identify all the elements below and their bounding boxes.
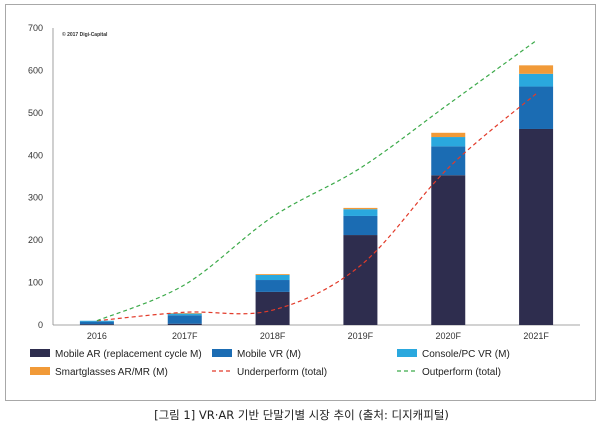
bar-segment (255, 274, 290, 281)
y-tick-label: 400 (28, 150, 43, 160)
y-tick-label: 500 (28, 108, 43, 118)
copyright-annotation: © 2017 Digi-Capital (62, 31, 108, 38)
bar-segment (343, 215, 378, 236)
x-tick-label: 2017F (172, 331, 198, 341)
bar-segment (79, 324, 114, 325)
bar-segment (255, 274, 290, 275)
chart-frame (5, 4, 596, 401)
legend-label: Underperform (total) (237, 367, 327, 378)
x-tick-label: 2019F (348, 331, 374, 341)
bar-segment (79, 320, 114, 322)
bar-segment (167, 323, 202, 325)
legend-label: Smartglasses AR/MR (M) (55, 367, 168, 378)
bar-segment (167, 313, 202, 316)
bar-segment (255, 280, 290, 292)
bar-segment (431, 146, 466, 176)
y-tick-label: 700 (28, 23, 43, 33)
legend-swatch (212, 349, 232, 357)
bar-segment (519, 65, 554, 74)
outperform-line (96, 40, 537, 322)
y-tick-label: 0 (38, 320, 43, 330)
y-tick-label: 100 (28, 278, 43, 288)
bar-segment (431, 132, 466, 138)
legend-swatch (30, 367, 50, 375)
legend-swatch (397, 349, 417, 357)
bar-segment (79, 321, 114, 325)
legend-label: Console/PC VR (M) (422, 349, 510, 360)
y-tick-label: 200 (28, 235, 43, 245)
bar-segment (167, 315, 202, 324)
x-tick-label: 2021F (523, 331, 549, 341)
legend-label: Outperform (total) (422, 367, 501, 378)
bar-segment (519, 73, 554, 87)
x-tick-label: 2020F (435, 331, 461, 341)
legend-label: Mobile AR (replacement cycle M) (55, 349, 202, 360)
bar-segment (255, 291, 290, 325)
bar-segment (343, 209, 378, 216)
bar-segment (343, 235, 378, 325)
bar-segment (167, 313, 202, 314)
legend-label: Mobile VR (M) (237, 349, 301, 360)
bar-segment (519, 128, 554, 325)
bar-segment (343, 207, 378, 210)
x-tick-label: 2018F (260, 331, 286, 341)
x-tick-label: 2016 (87, 331, 107, 341)
y-tick-label: 600 (28, 65, 43, 75)
bar-segment (431, 137, 466, 147)
underperform-line (96, 93, 537, 322)
bar-segment (519, 86, 554, 129)
legend-swatch (30, 349, 50, 357)
figure-caption: [그림 1] VR·AR 기반 단말기별 시장 추이 (출처: 디지캐피털) (154, 408, 449, 422)
y-tick-label: 300 (28, 193, 43, 203)
bar-segment (431, 175, 466, 325)
